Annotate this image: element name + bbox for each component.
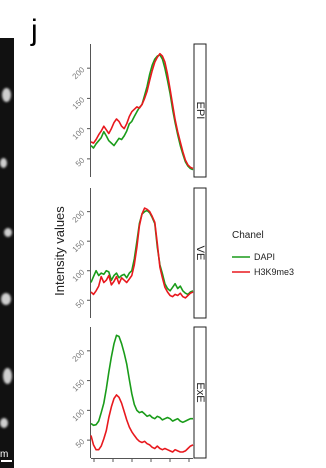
micrograph-nucleus bbox=[4, 228, 12, 237]
facet-strip bbox=[193, 187, 207, 319]
y-tick-label: 150 bbox=[71, 377, 87, 393]
y-tick-label: 150 bbox=[71, 238, 87, 254]
panel-letter: j bbox=[31, 14, 38, 47]
series-line-h3k9me3 bbox=[90, 394, 194, 453]
y-tick-label: 50 bbox=[74, 156, 87, 169]
series-line-dapi bbox=[90, 209, 194, 296]
facet-label: EPI bbox=[194, 102, 206, 120]
facet-strip bbox=[193, 43, 207, 178]
facet-label: VE bbox=[194, 246, 206, 261]
micrograph-nucleus bbox=[1, 293, 11, 305]
y-tick-label: 50 bbox=[74, 297, 87, 310]
y-tick-label: 200 bbox=[71, 347, 87, 363]
y-tick-label: 200 bbox=[71, 208, 87, 224]
y-tick-label: 100 bbox=[71, 407, 87, 423]
y-axis-label: Intensity values bbox=[52, 206, 67, 296]
scale-label: m bbox=[0, 449, 9, 460]
series-line-h3k9me3 bbox=[90, 52, 194, 170]
y-tick-label: 50 bbox=[74, 437, 87, 450]
micrograph-strip: m bbox=[0, 38, 14, 468]
micrograph-nucleus bbox=[3, 368, 12, 384]
y-tick-label: 200 bbox=[71, 65, 87, 81]
legend-label-dapi: DAPI bbox=[254, 252, 275, 262]
facet-strip bbox=[193, 326, 207, 459]
series-line-dapi bbox=[90, 54, 194, 171]
micrograph-nucleus bbox=[0, 418, 8, 428]
legend-title: Chanel bbox=[232, 230, 264, 241]
micrograph-nucleus bbox=[2, 88, 11, 102]
micrograph-nucleus bbox=[0, 158, 7, 168]
legend-label-h3k9me3: H3K9me3 bbox=[254, 267, 294, 277]
series-line-h3k9me3 bbox=[90, 207, 194, 299]
y-tick-label: 100 bbox=[71, 125, 87, 141]
scale-bar bbox=[1, 460, 12, 462]
series-line-dapi bbox=[90, 334, 193, 427]
y-tick-label: 100 bbox=[71, 267, 87, 283]
y-tick-label: 150 bbox=[71, 95, 87, 111]
facet-label: ExE bbox=[194, 382, 206, 402]
